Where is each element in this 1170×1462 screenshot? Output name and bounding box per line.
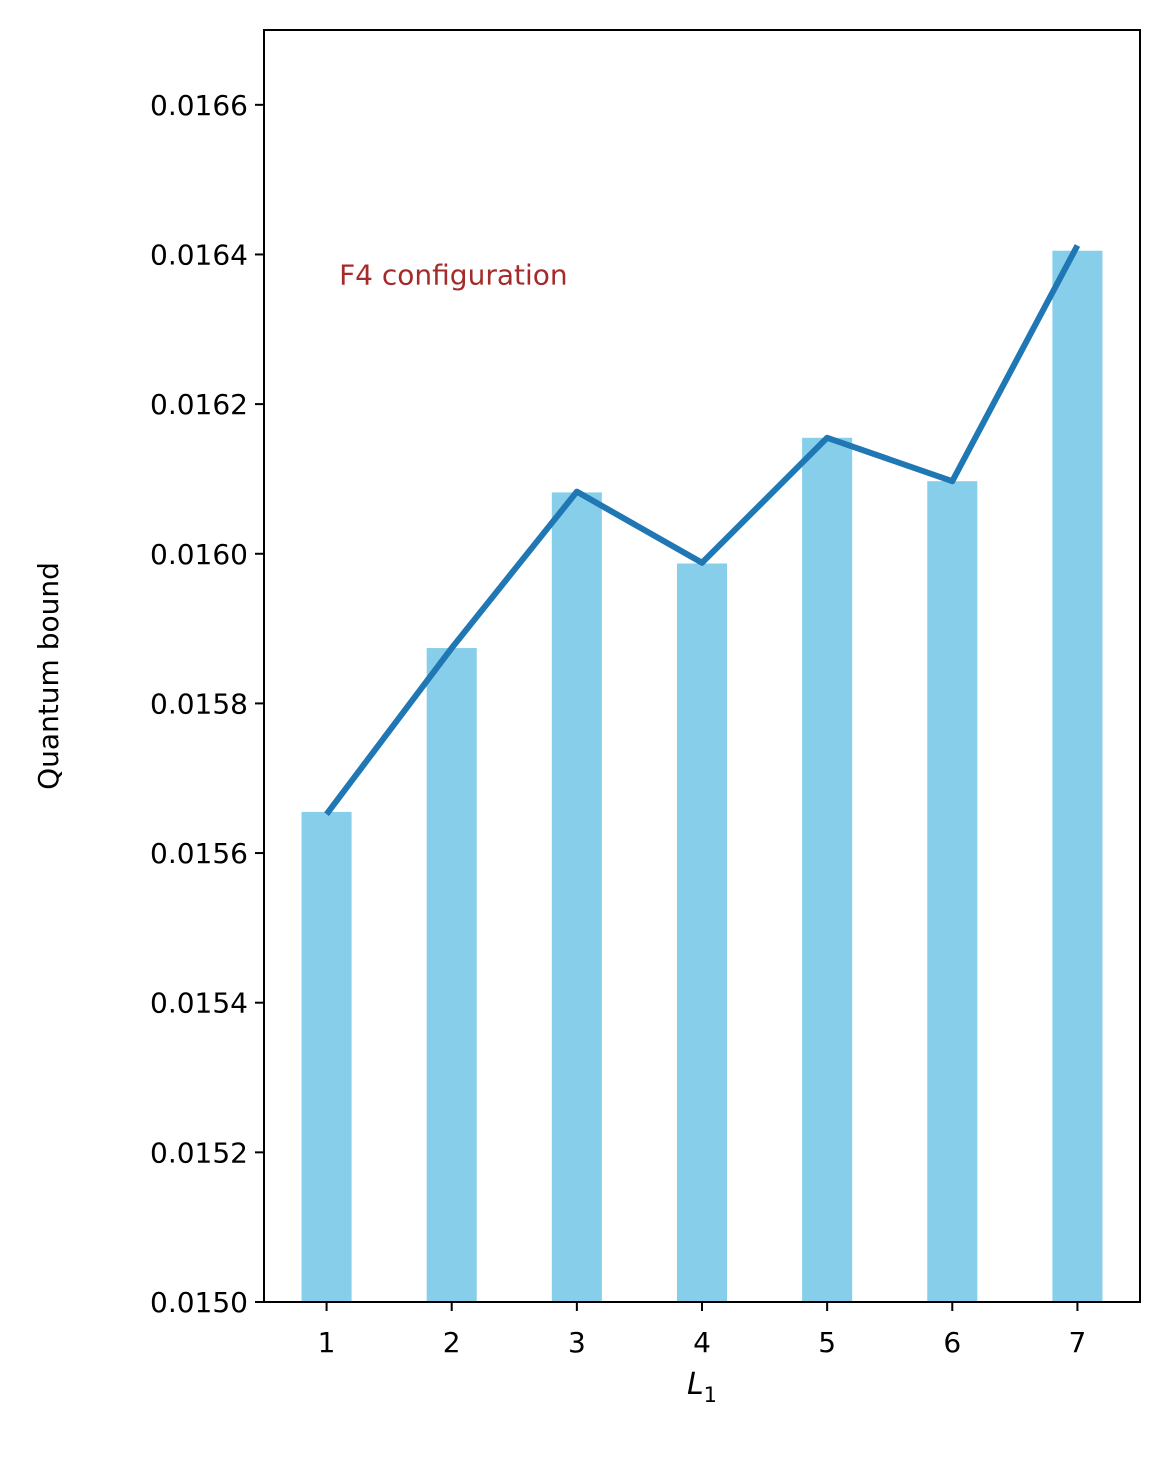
y-tick-label: 0.0160 [150, 538, 248, 571]
x-tick-label: 6 [943, 1326, 961, 1359]
ticks-layer: 0.0150 0.0152 0.0154 0.0156 0.0158 0.0160 0.01… [150, 89, 1086, 1359]
bar-3 [551, 492, 602, 1302]
bar-2 [426, 648, 477, 1302]
x-tick-label: 1 [318, 1326, 336, 1359]
x-tick-label: 5 [818, 1326, 836, 1359]
y-tick-label: 0.0152 [150, 1136, 248, 1169]
bar-4 [676, 563, 728, 1302]
x-tick-label: 3 [568, 1326, 586, 1359]
bar-5 [802, 437, 853, 1303]
bars-layer [301, 250, 1103, 1303]
x-tick-label: 4 [693, 1326, 711, 1359]
bar-7 [1052, 250, 1103, 1303]
series-line [324, 244, 1081, 816]
y-axis-label: Quantum bound [32, 562, 65, 790]
x-axis-label: L1 [687, 1367, 717, 1407]
x-tick-label: 7 [1069, 1326, 1087, 1359]
y-tick-label: 0.0158 [150, 687, 248, 720]
y-tick-label: 0.0166 [150, 89, 248, 122]
x-axis-label-subscript: 1 [704, 1383, 717, 1407]
bar-6 [927, 481, 978, 1302]
y-tick-label: 0.0156 [150, 837, 248, 870]
x-axis-label-main: L [687, 1367, 704, 1402]
y-tick-label: 0.0164 [150, 238, 248, 271]
line-layer [324, 244, 1081, 816]
y-tick-label: 0.0150 [150, 1286, 248, 1319]
y-tick-label: 0.0154 [150, 987, 248, 1020]
x-tick-label: 2 [443, 1326, 461, 1359]
annotation-label: F4 configuration [339, 258, 568, 291]
y-tick-label: 0.0162 [150, 388, 248, 421]
bar-1 [301, 811, 352, 1302]
